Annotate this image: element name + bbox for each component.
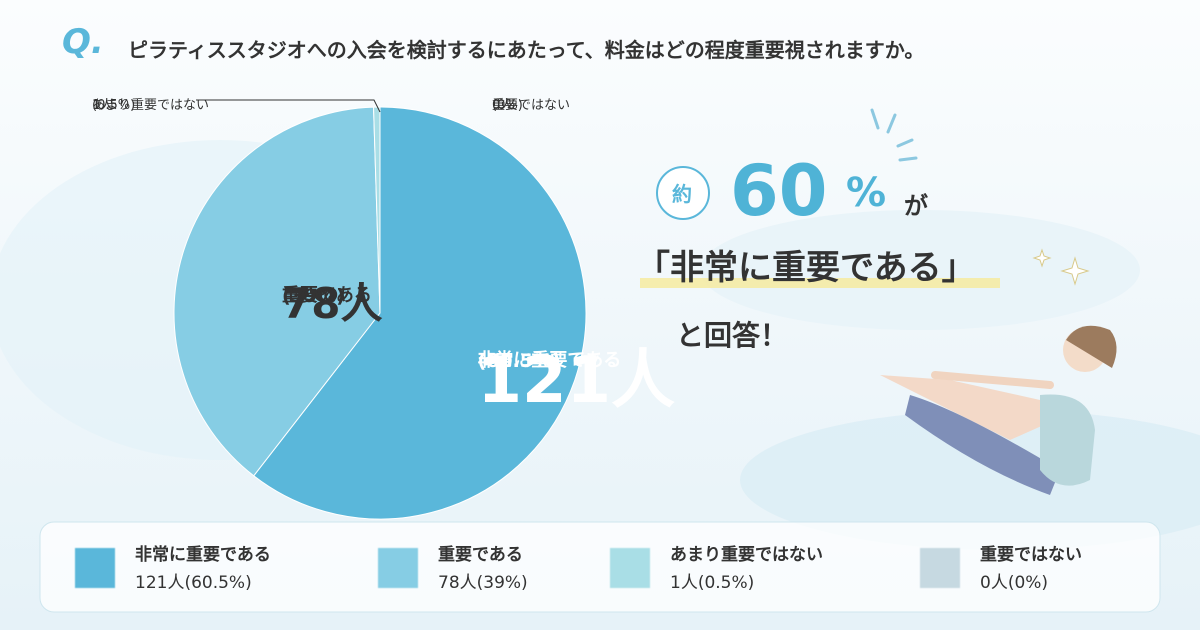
legend-name: 非常に重要である bbox=[135, 545, 271, 565]
slice-name: 重要ではない bbox=[492, 98, 571, 113]
slice-value: 78人 bbox=[282, 279, 383, 329]
slice-percent: (39%) bbox=[282, 285, 345, 308]
callout-particle: が bbox=[904, 192, 928, 220]
legend-box bbox=[39, 521, 1161, 613]
legend-name: 重要ではない bbox=[980, 545, 1082, 565]
bg-blob bbox=[700, 210, 1140, 330]
callout-suffix: と回答！ bbox=[676, 319, 789, 352]
legend-label: 121人(60.5%) bbox=[135, 573, 252, 593]
question-mark: Q. bbox=[62, 22, 104, 62]
legend-swatch bbox=[920, 548, 960, 588]
legend-label: 78人(39%) bbox=[438, 573, 528, 593]
legend-swatch bbox=[610, 548, 650, 588]
legend-name: あまり重要ではない bbox=[670, 545, 823, 565]
callout-prefix: 約 bbox=[672, 182, 692, 206]
slice-name: あまり重要ではない bbox=[92, 98, 210, 113]
slice-name: 重要である bbox=[282, 285, 372, 307]
legend-swatch bbox=[75, 548, 115, 588]
pie bbox=[173, 106, 587, 520]
slice-percent: (60.5%) bbox=[477, 350, 561, 373]
figure bbox=[880, 325, 1117, 495]
slice-value: 1人 bbox=[92, 98, 114, 113]
legend-name: 重要である bbox=[438, 545, 523, 565]
leader-line bbox=[196, 99, 381, 113]
callout-quote: 「非常に重要である」 bbox=[636, 248, 976, 288]
highlight bbox=[640, 278, 1000, 288]
spark-lines bbox=[870, 108, 918, 162]
legend-label: 0人(0%) bbox=[980, 573, 1049, 593]
slice-name: 非常に重要である bbox=[477, 350, 622, 372]
bubble bbox=[656, 166, 710, 220]
legend-swatch bbox=[378, 548, 418, 588]
callout-number: 60 bbox=[730, 150, 828, 232]
callout-unit: % bbox=[846, 170, 887, 216]
pie-slice bbox=[253, 106, 587, 520]
legend-label: 1人(0.5%) bbox=[670, 573, 755, 593]
slice-value: 121人 bbox=[477, 344, 676, 419]
sparkle bbox=[1032, 248, 1090, 286]
title: ピラティススタジオへの入会を検討するにあたって、料金はどの程度重要視されますか。 bbox=[128, 38, 925, 62]
pie-slice bbox=[173, 106, 381, 477]
slice-value: 0人 bbox=[492, 98, 514, 113]
slice-percent: (0%) bbox=[492, 98, 523, 113]
slice-percent: (0.5%) bbox=[92, 98, 136, 113]
